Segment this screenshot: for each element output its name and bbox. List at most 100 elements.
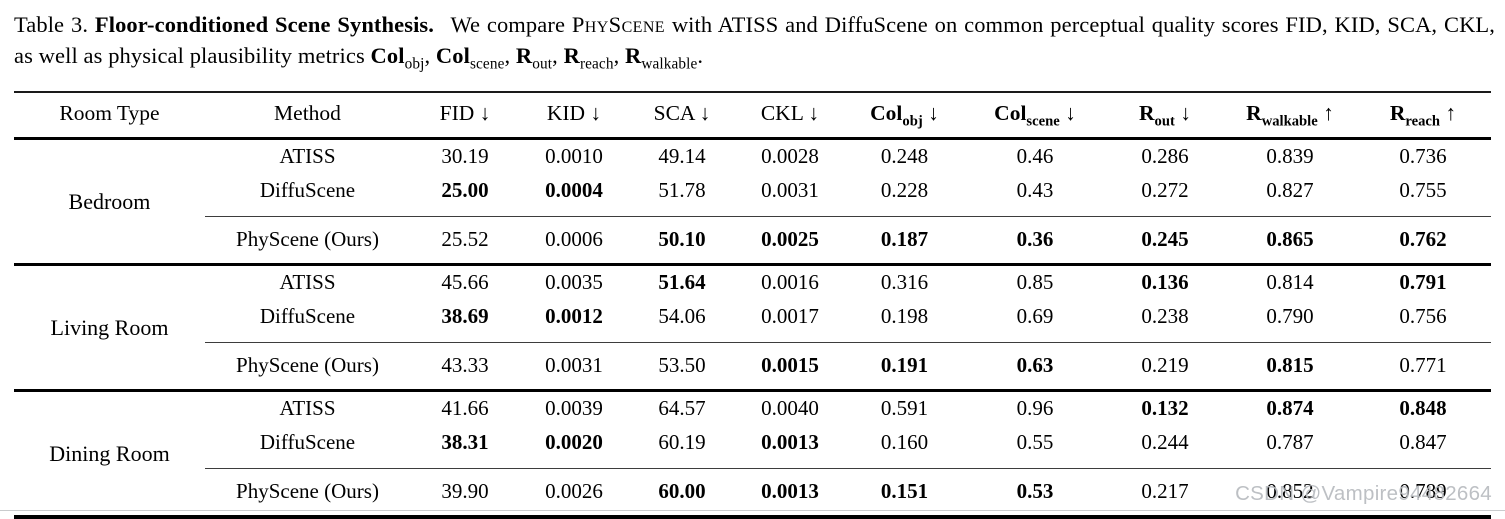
metric-cell: 0.0028 [761, 144, 819, 168]
metric-cell: 0.46 [1016, 144, 1054, 168]
table-row: Dining Room ATISS 41.66 0.0039 64.57 0.0040 0.… [14, 391, 1491, 466]
table-row: DiffuScene 25.00 0.0004 51.78 0.0031 0.228 0.4… [14, 174, 1491, 217]
metric-cell: 0.63 [965, 342, 1105, 391]
watermark: CSDN @Vampire94482664 [1235, 482, 1492, 505]
metric-cell: 0.789 [1355, 468, 1491, 517]
metric-cell: 0.136 [1141, 270, 1189, 294]
metric-cell: 0.815 [1225, 342, 1355, 391]
metric-cell: 0.839 [1266, 144, 1314, 168]
metric-cell: 0.755 [1399, 178, 1447, 202]
metric-cell: 0.756 [1399, 304, 1447, 328]
caption-title: Floor-conditioned Scene Synthesis. [94, 12, 435, 37]
metric-cell: 60.00 [628, 468, 736, 517]
table-header: Room Type Method FID ↓ KID ↓ SCA ↓ CKL ↓ Colob… [14, 92, 1491, 140]
col-header-r-reach: Rreach ↑ [1355, 92, 1491, 140]
metric-cell: 0.814 [1266, 270, 1314, 294]
metric-cell: 0.43 [1016, 178, 1054, 202]
metric-cell: 45.66 [441, 270, 489, 294]
room-type-cell: Living Room [50, 314, 169, 340]
metric-cell: 0.0017 [761, 304, 819, 328]
metric-cell: 0.217 [1105, 468, 1225, 517]
table-row: Bedroom ATISS 30.19 0.0010 49.14 0.0028 0.248 0… [14, 139, 1491, 214]
metric-cell: 0.771 [1355, 342, 1491, 391]
results-table: Room Type Method FID ↓ KID ↓ SCA ↓ CKL ↓ Colob… [14, 91, 1491, 519]
method-cell: ATISS [279, 396, 336, 420]
metric-cell: 0.187 [844, 216, 965, 265]
col-header-ckl: CKL ↓ [736, 92, 844, 140]
header-row: Room Type Method FID ↓ KID ↓ SCA ↓ CKL ↓ Colob… [14, 92, 1491, 140]
metric-cell: 53.50 [628, 342, 736, 391]
caption-lead: We compare [450, 12, 566, 37]
metric-cell: 0.198 [880, 304, 929, 328]
metric-cell: 0.848 [1399, 396, 1447, 420]
room-type-cell: Bedroom [68, 188, 151, 214]
metric-cell: 0.191 [844, 342, 965, 391]
col-header-fid: FID ↓ [410, 92, 520, 140]
metric-cell: 0.0039 [545, 396, 603, 420]
method-cell: DiffuScene [259, 430, 356, 454]
metric-cell: 0.228 [880, 178, 929, 202]
col-header-r-walkable: Rwalkable ↑ [1225, 92, 1355, 140]
metric-cell: 0.0013 [736, 468, 844, 517]
metric-cell: 43.33 [410, 342, 520, 391]
col-header-col-scene: Colscene ↓ [965, 92, 1105, 140]
metric-cell: 38.31 [441, 430, 489, 454]
metric-cell: 0.0025 [736, 216, 844, 265]
table-row: DiffuScene 38.69 0.0012 54.06 0.0017 0.198 0.6… [14, 300, 1491, 343]
room-group-living-room: Living Room ATISS 45.66 0.0035 51.64 0.0016 0.… [14, 265, 1491, 391]
brand-physcene: PhyScene [571, 12, 665, 37]
page-edge-line [0, 510, 1505, 511]
table-row: PhyScene (Ours) 39.90 0.0026 60.00 0.0013 0.1… [14, 468, 1491, 517]
metric-cell: 0.248 [880, 144, 929, 168]
metric-cell: 0.151 [844, 468, 965, 517]
col-header-kid: KID ↓ [520, 92, 628, 140]
metric-cell: 0.0031 [520, 342, 628, 391]
metric-cell: 0.736 [1399, 144, 1447, 168]
col-header-col-obj: Colobj ↓ [844, 92, 965, 140]
metric-cell: 0.0012 [545, 304, 603, 328]
metric-cell: 51.64 [658, 270, 706, 294]
col-header-room-type: Room Type [14, 92, 205, 140]
col-header-r-out: Rout ↓ [1105, 92, 1225, 140]
metric-cell: 0.787 [1266, 430, 1314, 454]
metric-cell: 50.10 [628, 216, 736, 265]
metric-cell: 0.96 [1016, 396, 1054, 420]
metric-cell: 30.19 [441, 144, 489, 168]
col-header-method: Method [205, 92, 410, 140]
table-row: PhyScene (Ours) 43.33 0.0031 53.50 0.0015 0.1… [14, 342, 1491, 391]
col-header-sca: SCA ↓ [628, 92, 736, 140]
metric-cell: 0.53 [965, 468, 1105, 517]
metric-cell: 25.00 [441, 178, 489, 202]
metric-cell: 0.0015 [736, 342, 844, 391]
metric-cell: 0.85 [1016, 270, 1054, 294]
metric-cell: 0.0020 [545, 430, 603, 454]
metric-cell: 64.57 [658, 396, 706, 420]
metric-cell: 0.790 [1266, 304, 1314, 328]
table-row: Living Room ATISS 45.66 0.0035 51.64 0.0016 0.… [14, 265, 1491, 340]
method-cell: PhyScene (Ours) [205, 216, 410, 265]
metric-cell: 0.591 [880, 396, 929, 420]
results-table-wrap: Room Type Method FID ↓ KID ↓ SCA ↓ CKL ↓ Colob… [14, 91, 1491, 519]
metric-cell: 0.36 [965, 216, 1105, 265]
metric-cell: 0.791 [1399, 270, 1447, 294]
metric-cell: 0.847 [1399, 430, 1447, 454]
method-cell: PhyScene (Ours) [205, 342, 410, 391]
room-group-dining-room: Dining Room ATISS 41.66 0.0039 64.57 0.0040 0.… [14, 391, 1491, 517]
metric-cell: 0.0010 [545, 144, 603, 168]
metric-cell: 0.132 [1141, 396, 1189, 420]
metric-cell: 0.0016 [761, 270, 819, 294]
metric-cell: 0.0004 [545, 178, 603, 202]
room-type-cell: Dining Room [49, 440, 170, 466]
table-row: PhyScene (Ours) 25.52 0.0006 50.10 0.0025 0.1… [14, 216, 1491, 265]
metric-cell: 0.219 [1105, 342, 1225, 391]
metric-cell: 0.245 [1105, 216, 1225, 265]
metric-cell: 0.0031 [761, 178, 819, 202]
metric-cell: 0.0006 [520, 216, 628, 265]
metric-cell: 54.06 [658, 304, 706, 328]
metric-cell: 0.160 [880, 430, 929, 454]
method-cell: DiffuScene [259, 304, 356, 328]
caption-mid: with ATISS and DiffuScene on common perc… [14, 12, 1495, 68]
metric-cell: 41.66 [441, 396, 489, 420]
room-group-bedroom: Bedroom ATISS 30.19 0.0010 49.14 0.0028 0.248 0… [14, 139, 1491, 265]
metric-cell: 0.272 [1141, 178, 1189, 202]
